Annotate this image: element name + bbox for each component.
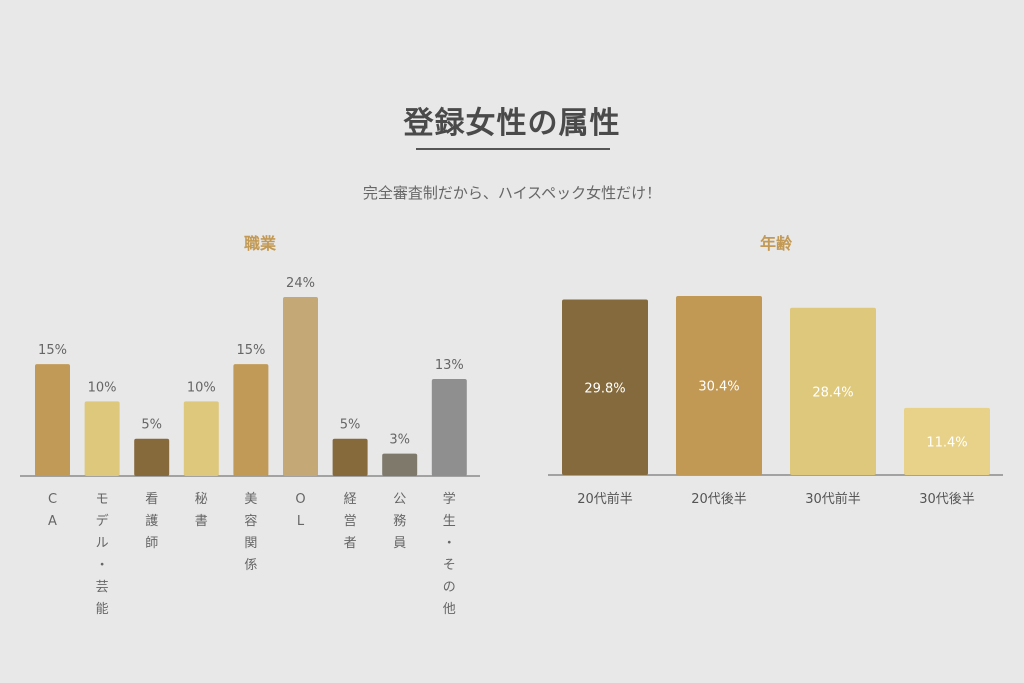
- occupation-bar-8: [431, 379, 467, 476]
- occupation-value-label-7: 3%: [389, 433, 410, 448]
- occupation-bar-0: [35, 364, 70, 476]
- occupation-category-label-4: 美容関係: [244, 492, 257, 573]
- occupation-chart-title: 職業: [243, 234, 276, 253]
- age-category-label-0: 20代前半: [577, 491, 633, 507]
- occupation-category-label-8: 学生・その他: [443, 491, 456, 617]
- occupation-value-label-8: 13%: [435, 358, 464, 373]
- age-chart-title: 年齢: [759, 234, 792, 253]
- occupation-category-label-7: 公務員: [393, 492, 406, 551]
- age-value-label-2: 28.4%: [812, 385, 853, 400]
- page-title: 登録女性の属性: [403, 106, 621, 141]
- occupation-category-label-6: 経営者: [344, 492, 357, 551]
- occupation-bar-2: [134, 438, 170, 476]
- occupation-category-label-1: モデル・芸能: [96, 492, 109, 617]
- occupation-bar-1: [84, 401, 120, 476]
- age-bar-2: [790, 307, 876, 475]
- age-bar-0: [562, 299, 648, 475]
- occupation-value-label-1: 10%: [88, 380, 117, 395]
- age-bar-1: [676, 296, 762, 475]
- occupation-category-label-2: 看護師: [145, 491, 158, 551]
- occupation-bar-6: [332, 438, 368, 476]
- occupation-category-label-3: 秘書: [195, 492, 208, 529]
- age-value-label-0: 29.8%: [584, 381, 625, 396]
- occupation-value-label-4: 15%: [236, 343, 265, 358]
- occupation-value-label-6: 5%: [340, 418, 361, 433]
- occupation-bar-4: [233, 364, 269, 476]
- page-subtitle: 完全審査制だから、ハイスペック女性だけ！: [362, 184, 662, 202]
- age-category-label-2: 30代前半: [805, 491, 861, 507]
- age-value-label-3: 11.4%: [926, 435, 967, 450]
- age-category-label-3: 30代後半: [919, 492, 975, 507]
- title-underline: [416, 148, 610, 150]
- age-bar-3: [904, 407, 990, 475]
- occupation-value-label-3: 10%: [187, 380, 216, 395]
- occupation-bar-3: [183, 401, 219, 476]
- occupation-value-label-2: 5%: [141, 418, 162, 433]
- occupation-value-label-5: 24%: [286, 276, 315, 291]
- age-value-label-1: 30.4%: [698, 380, 739, 395]
- occupation-value-label-0: 15%: [38, 343, 67, 358]
- occupation-bar-7: [382, 453, 418, 476]
- occupation-bar-5: [283, 297, 318, 476]
- age-category-label-1: 20代後半: [691, 492, 747, 507]
